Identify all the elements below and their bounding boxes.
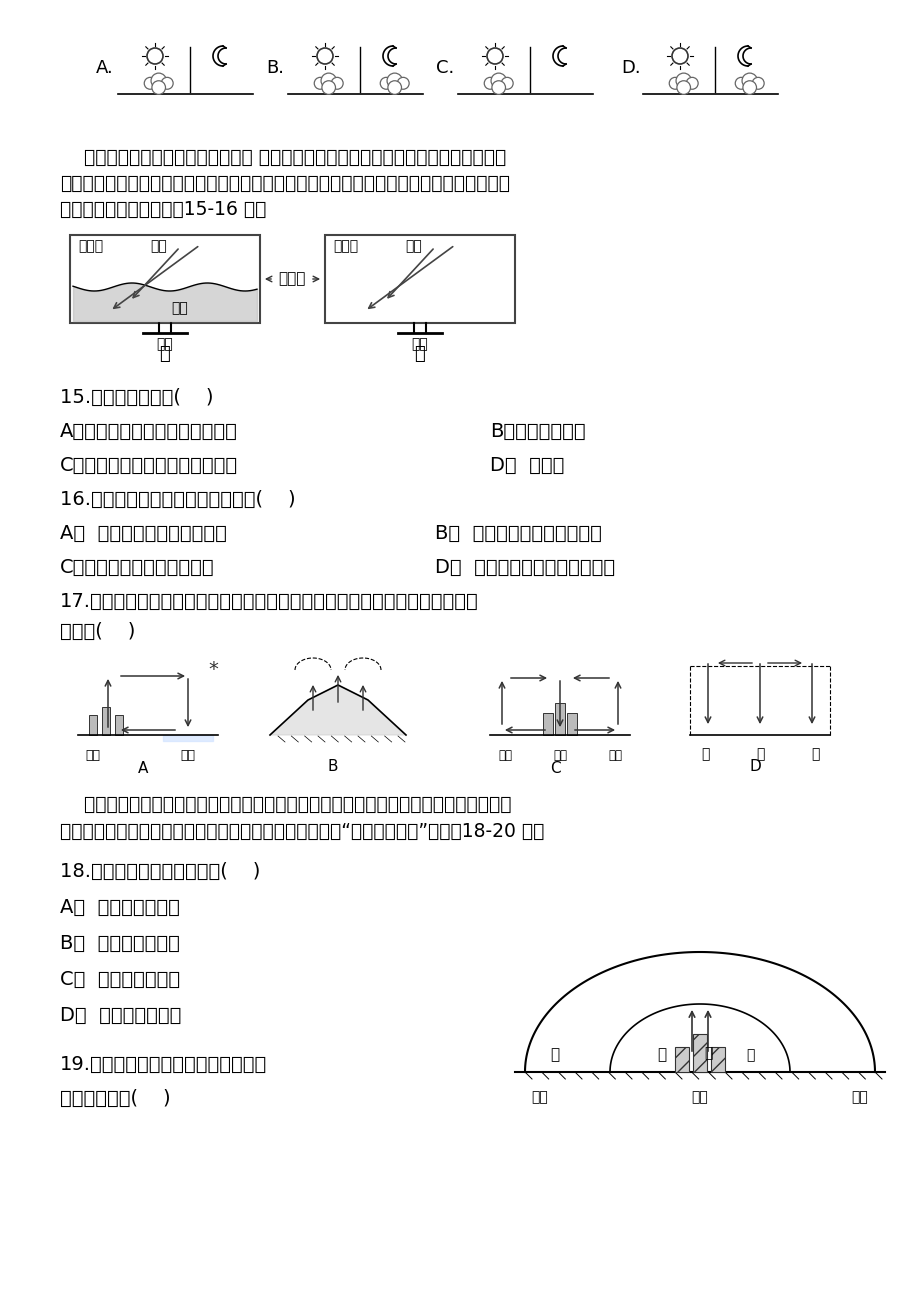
- Circle shape: [686, 77, 698, 90]
- Text: 光线: 光线: [150, 240, 166, 253]
- Circle shape: [322, 81, 335, 94]
- Circle shape: [331, 77, 343, 90]
- Text: 市区: 市区: [691, 1090, 708, 1104]
- Text: 玻璃箱: 玻璃箱: [278, 272, 305, 286]
- Polygon shape: [269, 685, 405, 736]
- Bar: [554, 703, 564, 736]
- Text: 冷: 冷: [810, 747, 818, 760]
- Circle shape: [397, 77, 409, 90]
- Circle shape: [734, 77, 746, 90]
- Text: B: B: [327, 759, 338, 773]
- Text: D．  海陆风: D． 海陆风: [490, 456, 563, 475]
- Circle shape: [752, 77, 764, 90]
- Text: 市区: 市区: [552, 749, 566, 762]
- Text: 丁: 丁: [657, 1047, 666, 1062]
- Text: 理的是(    ): 理的是( ): [60, 622, 135, 641]
- Bar: [89, 715, 96, 736]
- Text: C: C: [549, 760, 560, 776]
- Circle shape: [151, 73, 166, 89]
- Text: 郊区: 郊区: [497, 749, 512, 762]
- Circle shape: [486, 48, 503, 64]
- Text: 层。中午，同时把两个玻璃筱放在日光下，半小时后，同时测量玻璃筱里的气温，结果发现: 层。中午，同时把两个玻璃筱放在日光下，半小时后，同时测量玻璃筱里的气温，结果发现: [60, 174, 509, 193]
- Text: A．  甲筱的土层吸收太阳辐射: A． 甲筱的土层吸收太阳辐射: [60, 523, 227, 543]
- Text: A: A: [138, 760, 148, 776]
- Text: 温度计: 温度计: [333, 240, 357, 253]
- Circle shape: [161, 77, 173, 90]
- Circle shape: [743, 81, 755, 94]
- Text: D: D: [748, 759, 760, 773]
- Text: *: *: [208, 660, 218, 680]
- Text: 郊区: 郊区: [851, 1090, 868, 1104]
- Circle shape: [317, 48, 333, 64]
- Text: 陆地: 陆地: [85, 749, 100, 762]
- Text: 15.该实验主要验证(    ): 15.该实验主要验证( ): [60, 388, 213, 408]
- Circle shape: [321, 73, 336, 89]
- Bar: [710, 1047, 724, 1072]
- Text: 的重点应该在(    ): 的重点应该在( ): [60, 1088, 170, 1108]
- Circle shape: [492, 81, 505, 94]
- Circle shape: [387, 73, 402, 89]
- Bar: [115, 715, 123, 736]
- Text: D.: D.: [620, 59, 640, 77]
- Circle shape: [675, 73, 690, 89]
- Circle shape: [314, 77, 326, 90]
- Text: B．大气热力环流: B．大气热力环流: [490, 422, 585, 441]
- Text: 某学校地理兴趣小组做了如下实验 两个相同规格的密封玻璃筱，其中甲筱底部放有土: 某学校地理兴趣小组做了如下实验 两个相同规格的密封玻璃筱，其中甲筱底部放有土: [60, 148, 505, 167]
- Circle shape: [668, 77, 680, 90]
- Text: 郊区: 郊区: [607, 749, 621, 762]
- Circle shape: [144, 77, 156, 90]
- Text: 19.根据城市风的原理，今后城市造林: 19.根据城市风的原理，今后城市造林: [60, 1055, 267, 1074]
- Bar: [542, 713, 552, 736]
- Text: 热: 热: [755, 747, 764, 760]
- Text: 16.甲筱温度比乙筱温度高的原因是(    ): 16.甲筱温度比乙筱温度高的原因是( ): [60, 490, 295, 509]
- Text: 温度计: 温度计: [78, 240, 103, 253]
- Text: C.: C.: [436, 59, 454, 77]
- Text: 甲: 甲: [160, 345, 170, 363]
- Text: B．  透进甲筱的太阳辐射更强: B． 透进甲筱的太阳辐射更强: [435, 523, 601, 543]
- Text: A．太阳是近地面大气的直接热源: A．太阳是近地面大气的直接热源: [60, 422, 238, 441]
- Text: D．  气温低，气压高: D． 气温低，气压高: [60, 1006, 181, 1025]
- Text: 18.市区与郊区相比，近地面(    ): 18.市区与郊区相比，近地面( ): [60, 862, 260, 881]
- Text: 引起城市和郊区之间的小型热力环流，称之为城市风。读“城市风示意图”，回等18-20 题。: 引起城市和郊区之间的小型热力环流，称之为城市风。读“城市风示意图”，回等18-2…: [60, 822, 544, 841]
- Bar: [324, 234, 515, 323]
- Circle shape: [152, 81, 165, 94]
- Text: 支架: 支架: [156, 337, 173, 352]
- Circle shape: [501, 77, 513, 90]
- Circle shape: [388, 81, 401, 94]
- Text: 由于城市人口集中，工业发达，释放出大量废气和废热，导致城市气温高于郊区，从而: 由于城市人口集中，工业发达，释放出大量废气和废热，导致城市气温高于郊区，从而: [60, 796, 511, 814]
- Text: 乙: 乙: [414, 345, 425, 363]
- Text: C．甲筱透出的太阳辔射更多: C．甲筱透出的太阳辔射更多: [60, 559, 214, 577]
- Text: 乙: 乙: [745, 1048, 754, 1062]
- Text: 甲筱温度比乙筱高。回等15-16 题。: 甲筱温度比乙筱高。回等15-16 题。: [60, 201, 267, 219]
- Text: A.: A.: [96, 59, 114, 77]
- Text: 土层: 土层: [172, 301, 188, 315]
- Bar: [70, 234, 260, 323]
- Circle shape: [483, 77, 495, 90]
- Text: D．  甲筱中产生的地面辐射更弱: D． 甲筱中产生的地面辐射更弱: [435, 559, 615, 577]
- Text: C．地面是近地面大气的直接热源: C．地面是近地面大气的直接热源: [60, 456, 238, 475]
- Circle shape: [742, 73, 756, 89]
- Text: B．  气温高，气压低: B． 气温高，气压低: [60, 934, 180, 953]
- Text: B.: B.: [266, 59, 284, 77]
- Text: 海洋: 海洋: [180, 749, 196, 762]
- Circle shape: [491, 73, 505, 89]
- Text: A．  气温高，气压高: A． 气温高，气压高: [60, 898, 180, 917]
- Text: 支架: 支架: [411, 337, 428, 352]
- Text: 17.地面上不同地区的热量差异会引起空气流动。下列示意图中符合热力环流原: 17.地面上不同地区的热量差异会引起空气流动。下列示意图中符合热力环流原: [60, 592, 478, 611]
- Text: 郊区: 郊区: [531, 1090, 548, 1104]
- Circle shape: [676, 81, 690, 94]
- Text: 丙: 丙: [550, 1047, 559, 1062]
- Bar: [566, 713, 576, 736]
- Circle shape: [147, 48, 163, 64]
- Circle shape: [671, 48, 687, 64]
- Bar: [102, 707, 110, 736]
- Bar: [692, 1034, 706, 1072]
- Text: 冷: 冷: [700, 747, 709, 760]
- Bar: [675, 1047, 688, 1072]
- Circle shape: [380, 77, 391, 90]
- Text: 光线: 光线: [404, 240, 421, 253]
- Text: C．  气温低，气压低: C． 气温低，气压低: [60, 970, 180, 990]
- Text: 甲: 甲: [703, 1046, 711, 1060]
